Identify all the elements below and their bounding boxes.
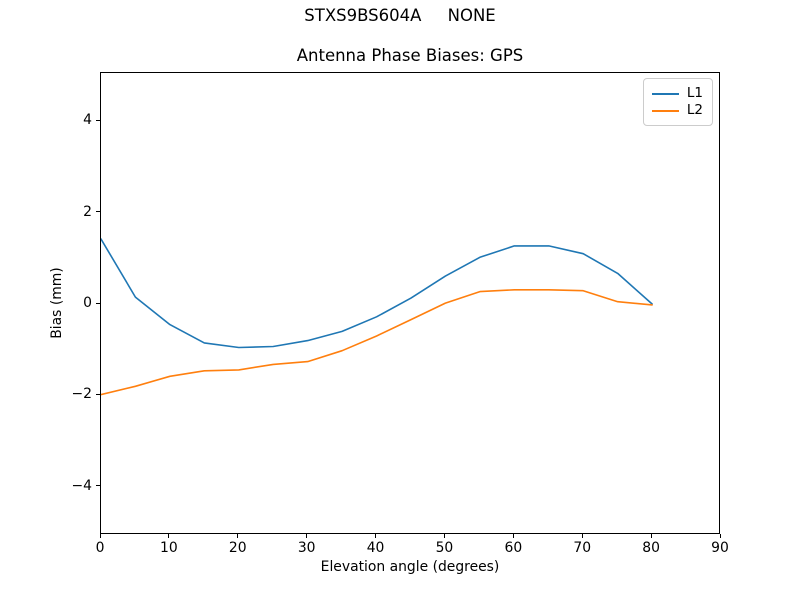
- x-tick-label: 60: [504, 540, 523, 556]
- chart-title: Antenna Phase Biases: GPS: [296, 46, 524, 65]
- x-tick-label: 0: [95, 540, 105, 556]
- y-tick-label: 4: [83, 112, 92, 129]
- y-tick-label: −2: [71, 386, 92, 403]
- figure-suptitle: STXS9BS604A NONE: [304, 6, 496, 25]
- x-tick-mark: [719, 534, 721, 538]
- y-tick-mark: [96, 211, 100, 212]
- legend-label-l2: L2: [686, 102, 703, 118]
- l1-line-swatch: [651, 92, 679, 95]
- x-tick-label: 50: [435, 540, 454, 556]
- x-tick-mark: [512, 534, 514, 538]
- x-tick-label: 20: [228, 540, 247, 556]
- x-tick-mark: [237, 534, 239, 538]
- legend-item-l2: L2: [651, 102, 703, 119]
- x-tick-mark: [99, 534, 101, 538]
- x-axis-label: Elevation angle (degrees): [320, 559, 500, 575]
- series-line-l1: [101, 238, 653, 349]
- y-tick-label: −4: [71, 477, 92, 494]
- x-tick-label: 40: [366, 540, 385, 556]
- y-tick-mark: [96, 302, 100, 304]
- x-tick-label: 30: [297, 540, 316, 556]
- legend: L1 L2: [642, 78, 713, 126]
- y-tick-label: 2: [83, 203, 92, 220]
- y-tick-mark: [96, 119, 100, 121]
- y-tick-mark: [96, 485, 100, 487]
- x-tick-label: 90: [711, 540, 729, 556]
- x-tick-mark: [375, 534, 377, 538]
- l2-line-swatch: [651, 109, 679, 112]
- x-tick-mark: [168, 534, 170, 538]
- x-tick-mark: [581, 534, 583, 538]
- y-tick-mark: [96, 393, 100, 395]
- y-tick-label: 0: [83, 295, 92, 311]
- x-tick-label: 10: [160, 540, 178, 556]
- chart-canvas: [101, 238, 653, 396]
- plot-area: L1 L2: [100, 72, 720, 534]
- x-tick-mark: [650, 534, 652, 538]
- legend-item-l1: L1: [651, 85, 703, 102]
- x-tick-mark: [443, 534, 445, 538]
- x-tick-label: 70: [573, 540, 592, 556]
- series-line-l2: [101, 289, 653, 396]
- x-tick-mark: [306, 534, 308, 538]
- legend-label-l1: L1: [686, 85, 703, 101]
- x-tick-label: 80: [642, 540, 660, 556]
